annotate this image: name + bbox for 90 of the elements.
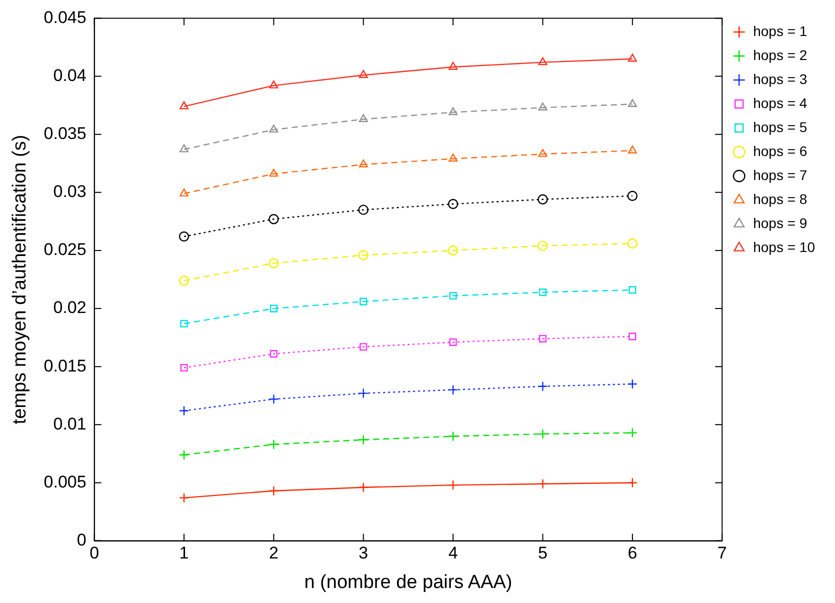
- point: [538, 334, 547, 343]
- point: [627, 238, 638, 249]
- x-tick-label: 1: [179, 544, 189, 563]
- point: [269, 80, 278, 88]
- point: [360, 298, 368, 306]
- point: [268, 258, 279, 268]
- point: [448, 62, 458, 70]
- point: [180, 320, 188, 328]
- point: [178, 231, 190, 242]
- point: [178, 450, 190, 460]
- point: [628, 145, 637, 154]
- y-tick-label: 0.045: [44, 8, 86, 27]
- x-tick-label: 7: [717, 544, 727, 563]
- y-axis-title: temps moyen d’authentification (s): [10, 134, 31, 424]
- point: [448, 245, 458, 256]
- point: [270, 350, 278, 358]
- point: [538, 288, 547, 296]
- y-tick-label: 0.04: [53, 66, 86, 85]
- y-tick-label: 0.02: [53, 298, 86, 318]
- point: [269, 168, 278, 177]
- point: [448, 198, 458, 210]
- legend-label: hops = 2: [753, 46, 808, 63]
- x-tick-label: 2: [268, 544, 278, 563]
- point: [538, 381, 548, 392]
- y-tick-label: 0.01: [53, 414, 86, 434]
- point: [268, 214, 279, 224]
- point: [627, 378, 638, 390]
- y-tick-label: 0.025: [44, 240, 86, 260]
- point: [269, 124, 278, 133]
- point: [358, 250, 368, 260]
- y-tick-label: 0.035: [44, 124, 86, 144]
- point: [180, 364, 188, 372]
- y-tick-label: 0.005: [44, 472, 86, 492]
- legend-label: hops = 8: [753, 190, 808, 207]
- point: [627, 190, 638, 201]
- y-tick-label: 0.015: [44, 356, 86, 376]
- point: [180, 101, 189, 110]
- x-tick-label: 0: [90, 544, 100, 563]
- point: [178, 492, 190, 503]
- x-tick-label: 4: [448, 544, 458, 563]
- point: [268, 439, 279, 450]
- x-tick-label: 3: [358, 544, 368, 563]
- legend-label: hops = 5: [753, 118, 808, 135]
- point: [628, 332, 636, 340]
- point: [538, 148, 548, 157]
- point: [628, 54, 637, 62]
- legend-label: hops = 9: [753, 214, 808, 231]
- point: [628, 99, 637, 107]
- point: [538, 102, 548, 110]
- point: [448, 107, 458, 116]
- x-tick-label: 5: [538, 544, 548, 563]
- x-tick-label: 6: [628, 544, 638, 563]
- legend-label: hops = 10: [753, 238, 816, 255]
- point: [628, 286, 636, 294]
- point: [448, 431, 458, 442]
- legend-label: hops = 4: [753, 94, 808, 111]
- x-axis-title: n (nombre de pairs AAA): [304, 572, 512, 593]
- point: [358, 204, 368, 215]
- point: [178, 276, 190, 286]
- point: [358, 482, 368, 492]
- point: [538, 57, 548, 66]
- point: [180, 144, 189, 152]
- point: [268, 486, 279, 496]
- point: [449, 292, 457, 300]
- legend-label: hops = 6: [753, 142, 808, 159]
- point: [627, 478, 638, 488]
- point: [178, 406, 190, 416]
- point: [538, 194, 548, 204]
- y-tick-label: 0: [76, 530, 86, 550]
- point: [538, 240, 548, 251]
- point: [358, 159, 368, 168]
- legend-label: hops = 3: [753, 70, 808, 87]
- y-tick-label: 0.03: [53, 182, 86, 202]
- point: [268, 394, 279, 404]
- point: [358, 434, 368, 445]
- point: [180, 188, 189, 196]
- legend-label: hops = 7: [753, 166, 808, 183]
- point: [448, 480, 458, 490]
- point: [358, 114, 368, 122]
- point: [627, 428, 638, 438]
- point: [538, 428, 548, 440]
- point: [538, 478, 548, 489]
- point: [448, 154, 458, 162]
- point: [449, 338, 457, 346]
- point: [358, 388, 368, 398]
- point: [270, 304, 278, 312]
- point: [448, 384, 458, 395]
- legend-label: hops = 1: [753, 22, 808, 39]
- point: [358, 70, 368, 78]
- point: [360, 343, 368, 351]
